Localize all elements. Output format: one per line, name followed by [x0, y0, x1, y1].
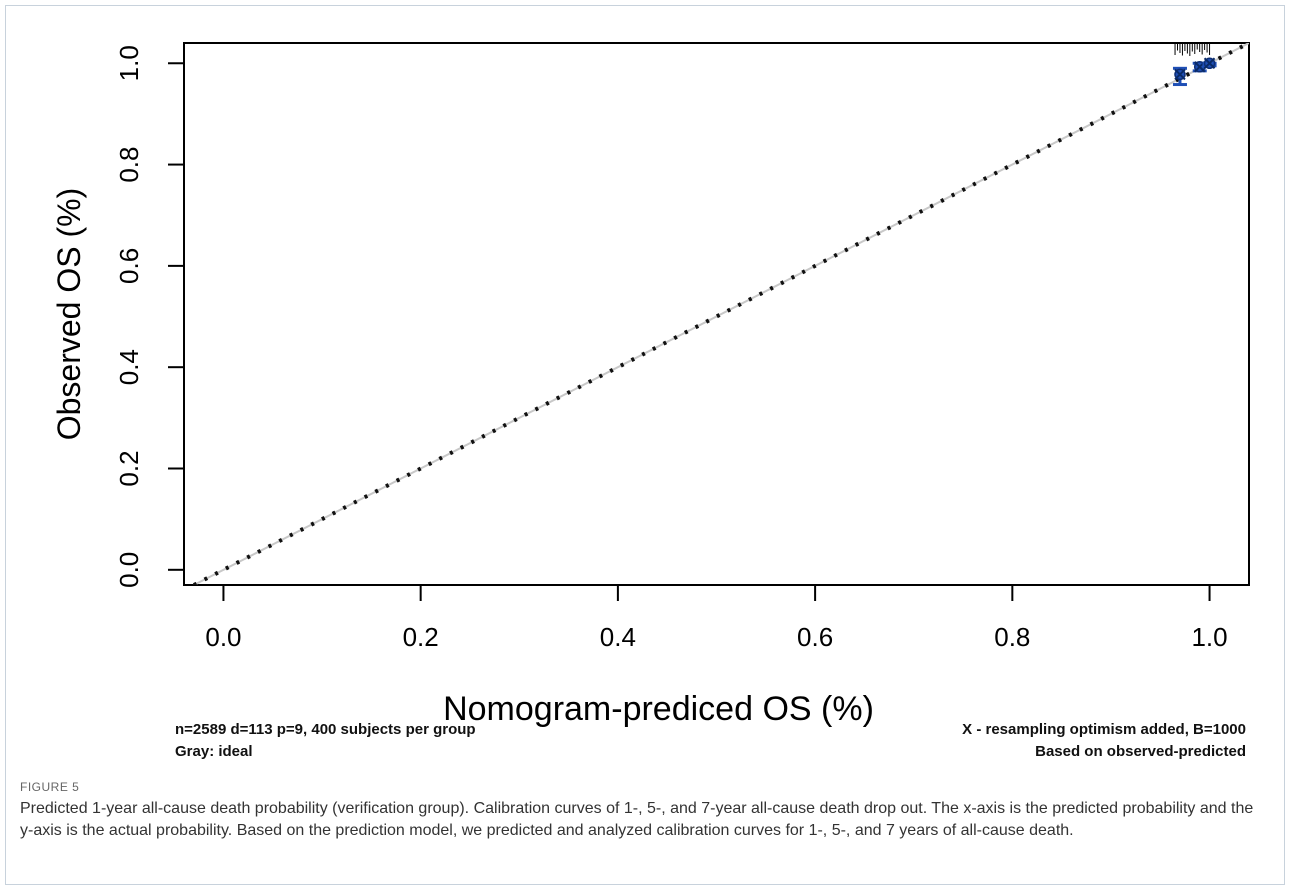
data-layer [192, 43, 1249, 585]
y-tick-label: 1.0 [114, 45, 144, 81]
annotation-observed-predicted: Based on observed-predicted [1035, 743, 1246, 760]
optimism-x-marker [1174, 68, 1186, 81]
calibration-chart: 0.0 0.2 0.4 0.6 0.8 1.0 0.0 0.2 0.4 0.6 0.8 1.0 Obse… [51, 42, 1250, 728]
annotation-sample-info: n=2589 d=113 p=9, 400 subjects per group [175, 721, 476, 738]
optimism-x-marker [1203, 57, 1216, 69]
figure-caption: Predicted 1-year all-cause death probabi… [20, 800, 1254, 839]
x-tick-label: 0.2 [403, 622, 439, 652]
annotation-resampling: X - resampling optimism added, B=1000 [962, 721, 1246, 738]
ideal-gray-line [193, 43, 1249, 585]
x-tick-label: 0.0 [205, 622, 241, 652]
x-tick-label: 1.0 [1191, 622, 1227, 652]
figure-frame [5, 5, 1285, 885]
y-tick-label: 0.2 [114, 450, 144, 486]
y-tick-label: 0.6 [114, 248, 144, 284]
figure-label: FIGURE 5 [20, 780, 80, 794]
x-tick-label: 0.6 [797, 622, 833, 652]
plot-area-border [183, 42, 1250, 586]
x-tick-label: 0.8 [994, 622, 1030, 652]
y-tick-label: 0.8 [114, 146, 144, 182]
annotation-ideal-legend: Gray: ideal [175, 743, 253, 760]
y-tick-label: 0.4 [114, 349, 144, 385]
x-axis-title: Nomogram-prediced OS (%) [443, 690, 874, 728]
y-tick-label: 0.0 [114, 552, 144, 588]
y-axis-title: Observed OS (%) [51, 188, 87, 441]
x-tick-label: 0.4 [600, 622, 636, 652]
